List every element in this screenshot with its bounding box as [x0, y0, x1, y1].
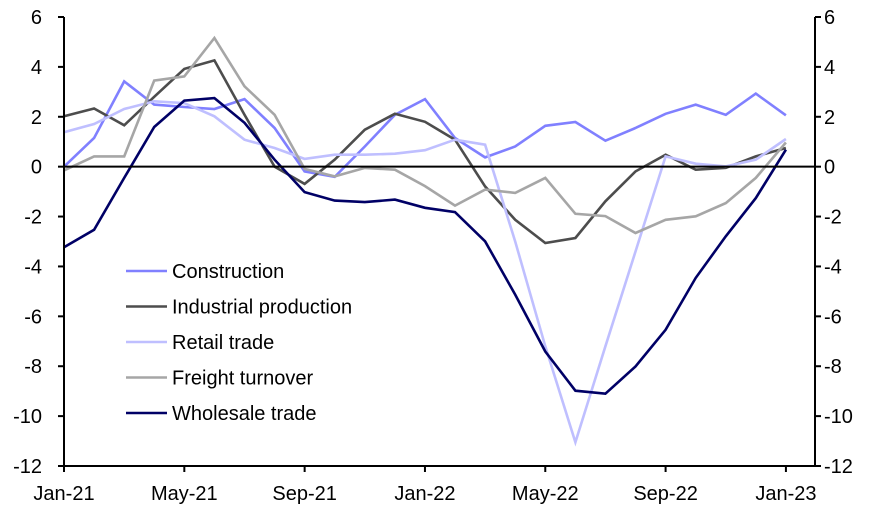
- y-tick-label-left: -8: [24, 356, 42, 378]
- axes-layer: 6 6 4 4 2 2 0 0 -2 -2 -4 -4 -6 -6 -8 -8 -10 -10 -12 -12 Jan-…: [13, 7, 853, 505]
- y-tick-label-left: -6: [24, 306, 42, 328]
- series-line-wholesale-trade: [63, 96, 788, 396]
- x-tick-label: Jan-21: [33, 483, 94, 505]
- y-tick-label-left: 4: [31, 57, 42, 79]
- series-line-freight-turnover: [63, 35, 787, 235]
- x-tick-label: Sep-22: [633, 483, 698, 505]
- legend-label: Retail trade: [172, 332, 274, 354]
- legend-item: Construction: [126, 261, 284, 283]
- legend-item: Industrial production: [126, 297, 352, 319]
- y-tick-label-right: -4: [824, 256, 842, 278]
- y-tick-label-right: -6: [824, 306, 842, 328]
- x-tick-label: Jan-22: [394, 483, 455, 505]
- legend-item: Retail trade: [126, 332, 274, 354]
- legend-item: Wholesale trade: [126, 403, 317, 425]
- x-tick-label: Jan-23: [755, 483, 816, 505]
- y-tick-label-left: 0: [31, 157, 42, 179]
- legend: Construction Industrial production Retail …: [126, 261, 352, 425]
- legend-item: Freight turnover: [126, 368, 314, 390]
- y-tick-label-right: -12: [824, 456, 853, 478]
- series-line-retail-trade: [63, 99, 787, 447]
- y-tick-label-left: 2: [31, 107, 42, 129]
- x-tick-label: May-22: [512, 483, 579, 505]
- y-tick-label-right: 0: [824, 157, 835, 179]
- y-tick-label-right: 4: [824, 57, 835, 79]
- x-tick-label: Sep-21: [272, 483, 337, 505]
- series-layer: [63, 35, 788, 447]
- y-tick-label-right: -8: [824, 356, 842, 378]
- legend-label: Industrial production: [172, 297, 352, 319]
- y-tick-label-right: 6: [824, 7, 835, 29]
- legend-label: Wholesale trade: [172, 403, 317, 425]
- y-tick-label-left: -4: [24, 256, 42, 278]
- y-tick-label-left: -2: [24, 207, 42, 229]
- y-tick-label-right: -10: [824, 406, 853, 428]
- legend-label: Freight turnover: [172, 368, 314, 390]
- series-line-industrial-production: [63, 58, 787, 245]
- y-tick-label-right: 2: [824, 107, 835, 129]
- y-tick-label-right: -2: [824, 207, 842, 229]
- legend-label: Construction: [172, 261, 284, 283]
- y-tick-label-left: 6: [31, 7, 42, 29]
- x-tick-label: May-21: [151, 483, 218, 505]
- y-tick-label-left: -12: [13, 456, 42, 478]
- series-line-construction: [63, 79, 787, 179]
- y-tick-label-left: -10: [13, 406, 42, 428]
